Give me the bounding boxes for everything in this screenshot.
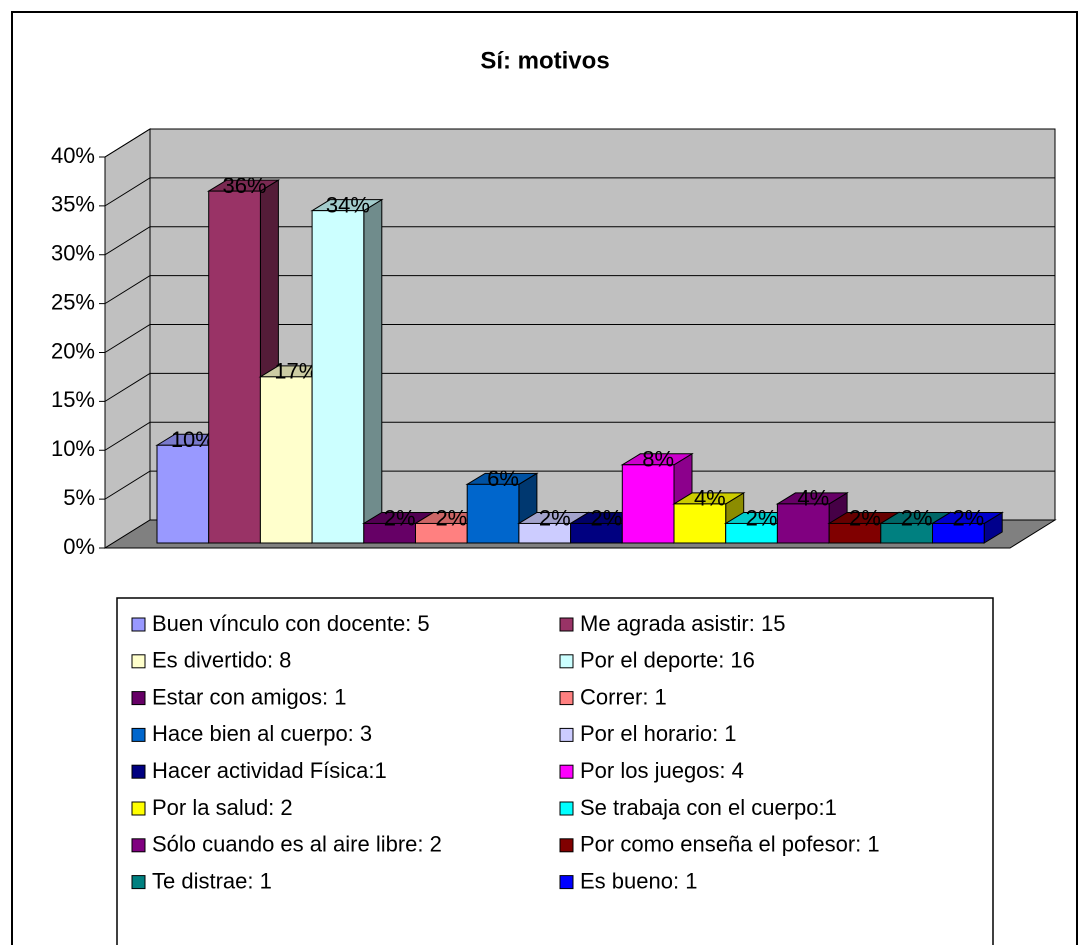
legend-box — [116, 597, 994, 945]
data-label: 8% — [642, 447, 674, 472]
bar — [776, 503, 830, 544]
legend-label: Por la salud: 2 — [152, 795, 293, 820]
data-label: 2% — [901, 505, 933, 530]
data-label: 2% — [384, 505, 416, 530]
y-tick-label: 10% — [51, 436, 95, 461]
legend-swatch — [131, 727, 146, 742]
data-label: 34% — [326, 192, 370, 217]
data-label: 2% — [539, 505, 571, 530]
data-label: 4% — [694, 486, 726, 511]
legend-swatch — [131, 801, 146, 816]
legend-swatch — [559, 654, 574, 669]
y-tick-label: 30% — [51, 241, 95, 266]
bar — [208, 190, 261, 544]
data-label: 4% — [797, 486, 829, 511]
grid-line — [104, 177, 1055, 207]
y-tick-label: 25% — [51, 289, 95, 314]
legend-label: Estar con amigos: 1 — [152, 684, 346, 709]
y-tick-label: 20% — [51, 338, 95, 363]
y-tick-label: 35% — [51, 192, 95, 217]
data-label: 2% — [952, 505, 984, 530]
legend-label: Te distrae: 1 — [152, 868, 272, 893]
legend-swatch — [131, 617, 146, 632]
legend-swatch — [559, 838, 574, 853]
data-label: 17% — [274, 359, 318, 384]
legend-label: Hacer actividad Física:1 — [152, 758, 387, 783]
legend-swatch — [559, 875, 574, 890]
legend-label: Es bueno: 1 — [580, 868, 697, 893]
legend-swatch — [131, 764, 146, 779]
grid-line — [104, 324, 1055, 353]
y-tick-label: 5% — [63, 485, 95, 510]
data-label: 2% — [849, 505, 881, 530]
legend-swatch — [131, 691, 146, 706]
grid-line — [104, 226, 1055, 256]
legend-swatch — [131, 875, 146, 890]
bar — [466, 483, 520, 544]
legend-label: Es divertido: 8 — [152, 648, 291, 673]
grid-line — [104, 421, 1055, 451]
legend-label: Me agrada asistir: 15 — [580, 611, 785, 636]
legend-label: Correr: 1 — [580, 684, 667, 709]
bar — [311, 210, 365, 544]
y-tick-label: 0% — [63, 534, 95, 559]
y-tick-label: 15% — [51, 387, 95, 412]
data-label: 6% — [487, 466, 519, 491]
legend-swatch — [559, 801, 574, 816]
legend-label: Por el deporte: 16 — [580, 648, 755, 673]
grid-line — [104, 128, 1055, 158]
bar — [156, 444, 210, 544]
data-label: 2% — [591, 505, 623, 530]
data-label: 2% — [435, 505, 467, 530]
grid-line — [104, 372, 1055, 402]
legend-label: Buen vínculo con docente: 5 — [152, 611, 430, 636]
grid-line — [104, 470, 1055, 500]
bar — [932, 522, 985, 544]
bar — [259, 376, 313, 544]
legend-swatch — [559, 617, 574, 632]
legend-label: Se trabaja con el cuerpo:1 — [580, 795, 837, 820]
data-label: 10% — [171, 427, 215, 452]
chart-title: Sí: motivos — [480, 47, 609, 74]
data-label: 36% — [223, 173, 267, 198]
data-label: 2% — [746, 505, 778, 530]
bar-side — [363, 198, 383, 544]
legend-swatch — [559, 691, 574, 706]
legend-label: Por el horario: 1 — [580, 721, 737, 746]
legend-swatch — [559, 727, 574, 742]
legend-swatch — [131, 838, 146, 853]
legend-label: Hace bien al cuerpo: 3 — [152, 721, 372, 746]
grid-line — [104, 275, 1055, 305]
legend-label: Por como enseña el pofesor: 1 — [580, 832, 880, 857]
legend-label: Por los juegos: 4 — [580, 758, 744, 783]
bar — [621, 464, 675, 544]
legend-swatch — [559, 764, 574, 779]
legend-label: Sólo cuando es al aire libre: 2 — [152, 832, 442, 857]
legend-swatch — [131, 654, 146, 669]
y-tick-label: 40% — [51, 143, 95, 168]
